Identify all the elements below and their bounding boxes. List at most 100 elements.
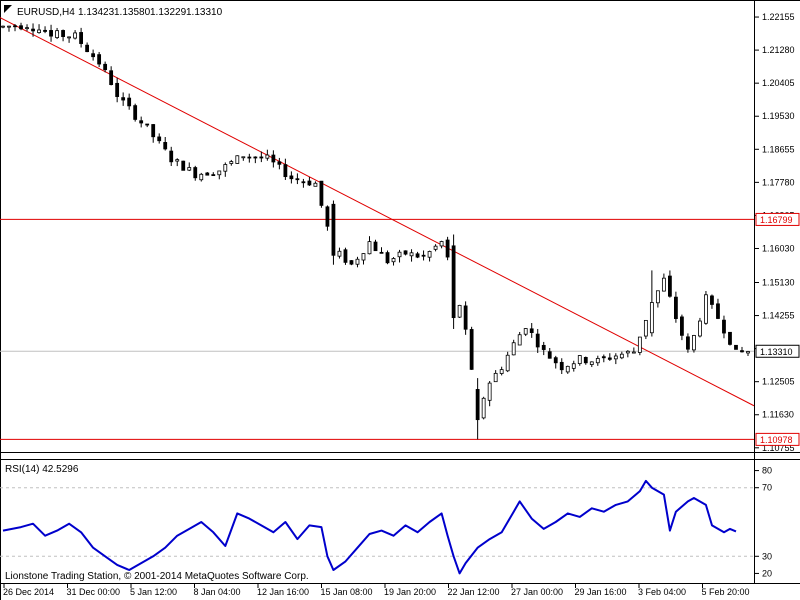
- price-tick-label: 1.11630: [762, 410, 794, 420]
- candle-body-bull: [499, 369, 504, 374]
- candle-body-bear: [145, 123, 150, 126]
- candle-body-bull: [391, 258, 396, 263]
- candle-body-bull: [337, 250, 342, 257]
- candle-body-bear: [97, 54, 102, 65]
- candle-body-bear: [193, 167, 198, 179]
- candle-body-bull: [613, 355, 618, 360]
- candle-body-bear: [211, 174, 216, 177]
- time-tick-label: 12 Jan 16:00: [257, 587, 309, 597]
- time-tick-label: 27 Jan 00:00: [511, 587, 563, 597]
- candle-body-bear: [451, 245, 456, 319]
- candle-body-bull: [692, 335, 696, 351]
- candle-body-bear: [103, 63, 108, 71]
- candle-body-bear: [259, 156, 264, 159]
- price-tick-label: 1.12505: [762, 377, 795, 387]
- time-tick-label: 3 Feb 04:00: [638, 587, 686, 597]
- candle-body-bear: [307, 180, 312, 186]
- candle-body-bull: [698, 320, 702, 337]
- price-tick-label: 1.15130: [762, 277, 795, 287]
- candle-body-bear: [169, 150, 174, 163]
- candle-body-bear: [61, 30, 65, 37]
- candle-body-bear: [559, 361, 564, 371]
- candle-body-bull: [67, 36, 71, 39]
- time-tick-label: 22 Jan 12:00: [448, 587, 500, 597]
- candle-body-bull: [229, 161, 234, 164]
- ohlc-open: 1.13423: [78, 7, 115, 18]
- candle-body-bear: [716, 303, 720, 319]
- candle-body-bear: [43, 29, 47, 32]
- candle-body-bear: [247, 156, 252, 159]
- candle-body-bear: [319, 180, 324, 206]
- time-tick-label: 26 Dec 2014: [3, 587, 54, 597]
- axis-labels-layer: 1.22155 1.21280 1.20405 1.19530 1.18655 1.177…: [3, 12, 800, 597]
- candle-body-bear: [740, 350, 744, 353]
- price-tick-label: 1.16030: [762, 243, 795, 253]
- candle-body-bear: [475, 389, 480, 421]
- candle-body-bull: [595, 358, 600, 364]
- candle-body-bull: [511, 342, 516, 356]
- candle-body-bear: [667, 275, 672, 297]
- candle-body-bull: [55, 30, 59, 39]
- candle-body-bull: [355, 258, 360, 265]
- candle-body-bear: [205, 172, 210, 176]
- candle-body-bear: [181, 160, 186, 171]
- candle-body-bull: [661, 277, 666, 292]
- level-price-box: [755, 432, 800, 446]
- time-tick-label: 15 Jan 08:00: [321, 587, 373, 597]
- candle-body-bear: [680, 316, 684, 336]
- candle-body-bear: [151, 124, 156, 138]
- downtrend-line: [0, 17, 755, 407]
- time-tick-label: 19 Jan 20:00: [384, 587, 436, 597]
- candle-body-bull: [517, 334, 522, 346]
- candle-body-bear: [421, 254, 426, 257]
- candle-body-bull: [313, 182, 318, 187]
- candle-body-bull: [241, 156, 246, 159]
- candle-body-bull: [25, 27, 29, 30]
- candle-body-bull: [1, 25, 5, 28]
- candle-body-bear: [601, 356, 606, 359]
- rsi-tick-label: 70: [762, 483, 772, 493]
- candle-body-bear: [541, 344, 546, 350]
- candle-body-bear: [415, 253, 420, 258]
- candle-body-bear: [535, 333, 540, 348]
- candle-body-bear: [529, 328, 534, 333]
- candle-body-bull: [187, 167, 192, 171]
- candle-body-bear: [385, 252, 390, 264]
- price-tick-label: 1.17780: [762, 177, 795, 187]
- candle-body-bear: [127, 97, 132, 107]
- price-tick-label: 1.18655: [762, 144, 795, 154]
- rsi-tick-label: 20: [762, 568, 772, 578]
- candle-body-bull: [643, 319, 648, 337]
- candle-body-bear: [19, 25, 23, 30]
- candle-body-bull: [265, 154, 270, 159]
- candle-body-bull: [439, 241, 444, 247]
- candle-body-bear: [289, 175, 294, 180]
- candle-body-bear: [283, 164, 288, 178]
- candle-body-bear: [79, 32, 84, 44]
- candle-body-bull: [217, 170, 222, 176]
- chart-menu-triangle-icon[interactable]: [4, 5, 12, 13]
- candle-body-bear: [139, 120, 144, 124]
- candle-body-bear: [301, 181, 306, 184]
- candle-body-bear: [331, 203, 336, 256]
- time-tick-label: 8 Jan 04:00: [194, 587, 241, 597]
- candle-body-bear: [379, 251, 384, 254]
- candle-body-bear: [722, 319, 726, 334]
- rsi-series-line: [2, 479, 737, 575]
- price-tick-label: 1.21280: [762, 45, 795, 55]
- candle-body-bull: [361, 253, 366, 261]
- candle-body-bull: [427, 251, 432, 258]
- time-tick-label: 31 Dec 00:00: [67, 587, 121, 597]
- candle-body-bull: [704, 294, 708, 324]
- candle-body-bull: [73, 32, 77, 39]
- candle-body-bull: [487, 382, 492, 401]
- candle-body-bull: [746, 351, 750, 354]
- candle-body-bull: [625, 350, 630, 354]
- candle-body-bull: [37, 29, 41, 34]
- candle-body-bear: [13, 25, 17, 28]
- candle-body-bear: [343, 249, 348, 263]
- candle-body-bull: [637, 336, 642, 353]
